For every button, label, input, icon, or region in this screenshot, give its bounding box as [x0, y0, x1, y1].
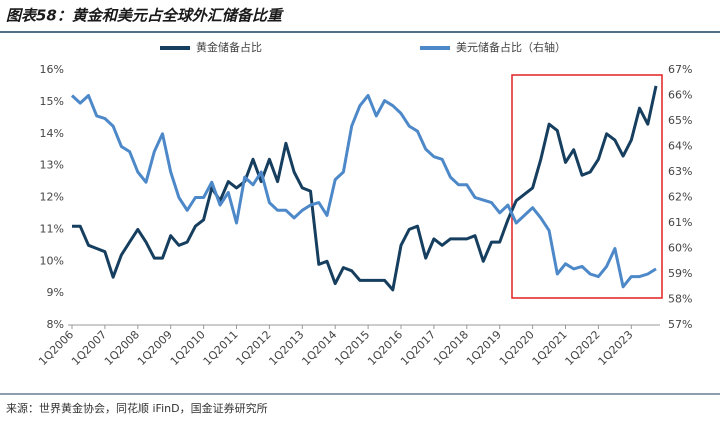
x-tick-label: 1Q2008: [102, 328, 142, 368]
y2-tick-label: 59%: [668, 267, 692, 280]
y-tick-label: 9%: [47, 286, 64, 299]
x-tick-label: 1Q2009: [135, 328, 175, 368]
y2-tick-label: 57%: [668, 318, 692, 331]
x-tick-label: 1Q2013: [266, 328, 306, 368]
y2-tick-label: 63%: [668, 165, 692, 178]
x-tick-label: 1Q2016: [365, 328, 405, 368]
x-tick-label: 1Q2012: [234, 328, 274, 368]
highlight-box: [511, 74, 663, 299]
y2-tick-label: 58%: [668, 293, 692, 306]
y2-tick-label: 60%: [668, 242, 692, 255]
y-tick-label: 12%: [40, 191, 64, 204]
x-tick-label: 1Q2018: [431, 328, 471, 368]
y-tick-label: 15%: [40, 95, 64, 108]
x-tick-label: 1Q2015: [332, 328, 372, 368]
y2-tick-label: 64%: [668, 140, 692, 153]
x-tick-label: 1Q2022: [563, 328, 603, 368]
series-line: [70, 94, 657, 289]
x-tick-label: 1Q2014: [299, 328, 339, 368]
y2-tick-label: 66%: [668, 89, 692, 102]
y-tick-label: 16%: [40, 63, 64, 76]
x-tick-label: 1Q2019: [464, 328, 504, 368]
y-tick-label: 13%: [40, 159, 64, 172]
y-tick-label: 14%: [40, 127, 64, 140]
y-tick-label: 8%: [47, 318, 64, 331]
y-tick-label: 11%: [40, 222, 64, 235]
x-tick-label: 1Q2010: [168, 328, 208, 368]
legend-label: 黄金储备占比: [196, 40, 262, 54]
x-tick-label: 1Q2020: [497, 328, 537, 368]
x-tick-label: 1Q2023: [596, 328, 636, 368]
x-tick-label: 1Q2021: [530, 328, 570, 368]
series-line: [72, 85, 658, 292]
source: 来源：世界黄金协会，同花顺 iFinD，国金证券研究所: [6, 401, 268, 415]
x-tick-label: 1Q2006: [36, 328, 76, 368]
x-tick-label: 1Q2007: [69, 328, 109, 368]
x-tick-label: 1Q2011: [201, 328, 241, 368]
legend-label: 美元储备占比（右轴）: [456, 40, 566, 54]
y2-tick-label: 65%: [668, 114, 692, 127]
y-tick-label: 10%: [40, 254, 64, 267]
y2-tick-label: 62%: [668, 191, 692, 204]
y2-tick-label: 67%: [668, 63, 692, 76]
chart-title: 图表58：黄金和美元占全球外汇储备比重: [6, 7, 285, 25]
y2-tick-label: 61%: [668, 216, 692, 229]
x-tick-label: 1Q2017: [398, 328, 438, 368]
